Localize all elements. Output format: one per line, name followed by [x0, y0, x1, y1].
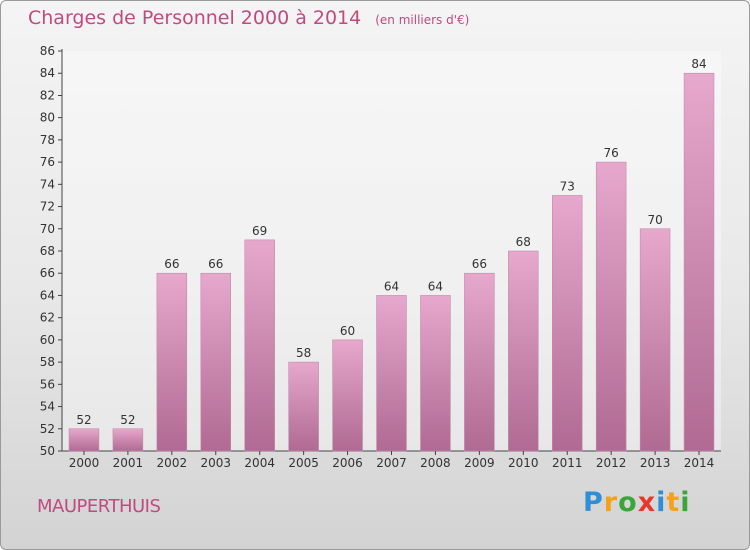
bar — [244, 239, 275, 452]
bar — [200, 272, 232, 452]
bar-value-label: 68 — [516, 235, 531, 249]
y-tick-label: 64 — [40, 288, 55, 302]
y-tick-label: 80 — [40, 111, 55, 125]
bar — [595, 161, 627, 452]
x-tick-label: 2004 — [244, 456, 275, 470]
bar-value-label: 52 — [76, 413, 91, 427]
bar-value-label: 60 — [340, 324, 355, 338]
y-tick-label: 68 — [40, 244, 55, 258]
bar — [551, 195, 583, 452]
y-tick-label: 86 — [40, 44, 55, 58]
x-tick-label: 2008 — [420, 456, 451, 470]
x-tick-label: 2010 — [508, 456, 539, 470]
bar — [156, 272, 188, 452]
chart-subtitle: (en milliers d'€) — [375, 13, 470, 27]
logo-letter: i — [656, 487, 667, 518]
x-tick-label: 2007 — [376, 456, 407, 470]
y-tick-label: 72 — [40, 200, 55, 214]
bar — [683, 72, 715, 452]
x-tick-label: 2011 — [552, 456, 583, 470]
y-tick-label: 58 — [40, 355, 55, 369]
bar-value-label: 52 — [120, 413, 135, 427]
bar-value-label: 66 — [208, 257, 223, 271]
bar-value-label: 64 — [384, 279, 399, 293]
x-tick-label: 2001 — [113, 456, 144, 470]
bar-value-label: 70 — [647, 213, 662, 227]
logo-letter: r — [603, 487, 619, 518]
bar-value-label: 73 — [560, 179, 575, 193]
bar — [639, 228, 671, 452]
logo-letter: P — [583, 487, 604, 518]
y-tick-label: 56 — [40, 377, 55, 391]
y-tick-label: 52 — [40, 422, 55, 436]
bar-value-label: 64 — [428, 279, 443, 293]
location-name: MAUPERTHUIS — [37, 496, 161, 517]
y-tick-label: 54 — [40, 400, 55, 414]
bar-value-label: 66 — [472, 257, 487, 271]
x-tick-label: 2005 — [288, 456, 319, 470]
logo-letter: o — [618, 487, 638, 518]
x-tick-label: 2009 — [464, 456, 495, 470]
x-tick-label: 2003 — [200, 456, 231, 470]
y-tick-label: 70 — [40, 222, 55, 236]
bar — [464, 272, 495, 452]
x-tick-label: 2012 — [596, 456, 627, 470]
chart-title-text: Charges de Personnel 2000 à 2014 — [28, 7, 362, 29]
x-tick-label: 2013 — [640, 456, 671, 470]
chart-title: Charges de Personnel 2000 à 2014 (en mill… — [28, 7, 469, 29]
y-tick-label: 76 — [40, 155, 55, 169]
y-tick-label: 62 — [40, 311, 55, 325]
bar — [376, 295, 407, 452]
bar-value-label: 58 — [296, 346, 311, 360]
y-tick-label: 74 — [40, 177, 55, 191]
y-tick-label: 50 — [40, 444, 55, 458]
bar — [332, 339, 363, 452]
x-tick-label: 2014 — [684, 456, 715, 470]
bar-value-label: 69 — [252, 224, 267, 238]
proxiti-logo: Proxiti — [583, 487, 691, 518]
bar-value-label: 84 — [691, 57, 706, 71]
x-tick-label: 2006 — [332, 456, 363, 470]
x-tick-label: 2000 — [69, 456, 100, 470]
y-tick-label: 60 — [40, 333, 55, 347]
bar — [420, 295, 451, 452]
y-tick-label: 82 — [40, 88, 55, 102]
y-tick-label: 66 — [40, 266, 55, 280]
logo-letter: i — [680, 487, 691, 518]
logo-letter: t — [666, 487, 681, 518]
y-tick-label: 78 — [40, 133, 55, 147]
logo-letter: x — [637, 487, 657, 518]
bar — [508, 250, 539, 452]
bar-value-label: 66 — [164, 257, 179, 271]
bar — [68, 428, 100, 452]
bar — [112, 428, 144, 452]
x-tick-label: 2002 — [157, 456, 188, 470]
y-tick-label: 84 — [40, 66, 55, 80]
bar — [288, 361, 319, 452]
bar-value-label: 76 — [604, 146, 619, 160]
